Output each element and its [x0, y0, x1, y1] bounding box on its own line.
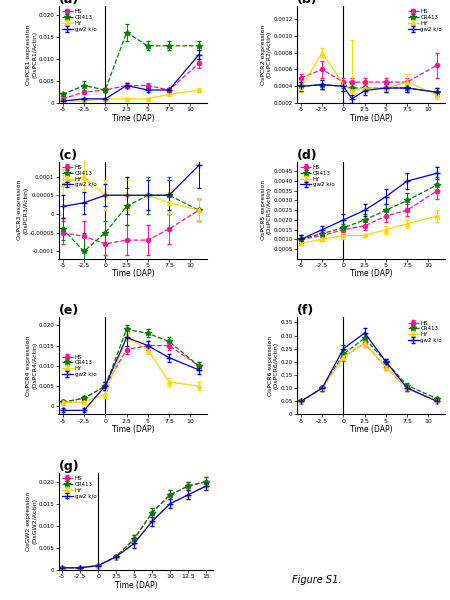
Y-axis label: OsGW2 expression
(OsGW2/Actin): OsGW2 expression (OsGW2/Actin): [27, 492, 37, 551]
Legend: HS, CR413, HY, gw2 k/o: HS, CR413, HY, gw2 k/o: [61, 354, 97, 377]
Text: Figure S1.: Figure S1.: [292, 575, 342, 585]
Y-axis label: OsPCR6 expression
(OsPCR6/Actin): OsPCR6 expression (OsPCR6/Actin): [268, 335, 279, 396]
Text: (e): (e): [58, 304, 79, 317]
Text: (b): (b): [297, 0, 317, 6]
Legend: HS, CR413, HY, gw2 k/o: HS, CR413, HY, gw2 k/o: [407, 320, 443, 344]
Legend: HS, CR413, HY, gw2 k/o: HS, CR413, HY, gw2 k/o: [407, 9, 443, 32]
Y-axis label: OsPCR2 expression
(OsPCR2/Actin): OsPCR2 expression (OsPCR2/Actin): [261, 25, 272, 85]
X-axis label: Time (DAP): Time (DAP): [115, 581, 157, 590]
Text: (f): (f): [297, 304, 314, 317]
Text: (g): (g): [58, 460, 79, 473]
Y-axis label: OsPCR4 expression
(OsPCR4/Actin): OsPCR4 expression (OsPCR4/Actin): [27, 335, 37, 396]
Text: (d): (d): [297, 149, 317, 161]
X-axis label: Time (DAP): Time (DAP): [350, 425, 392, 434]
Y-axis label: OsPCR1 expression
(OsPCR1/Actin): OsPCR1 expression (OsPCR1/Actin): [27, 25, 37, 85]
Legend: HS, CR413, HY, gw2 k/o: HS, CR413, HY, gw2 k/o: [61, 476, 97, 499]
Legend: HS, CR413, HY, gw2 k/o: HS, CR413, HY, gw2 k/o: [61, 164, 97, 188]
Y-axis label: OsPCR5 expression
(OsPCR5/Actin): OsPCR5 expression (OsPCR5/Actin): [261, 180, 272, 241]
X-axis label: Time (DAP): Time (DAP): [112, 114, 154, 123]
Text: (c): (c): [58, 149, 77, 161]
X-axis label: Time (DAP): Time (DAP): [350, 269, 392, 278]
X-axis label: Time (DAP): Time (DAP): [112, 269, 154, 278]
X-axis label: Time (DAP): Time (DAP): [350, 114, 392, 123]
Legend: HS, CR413, HY, gw2 k/o: HS, CR413, HY, gw2 k/o: [61, 9, 97, 32]
X-axis label: Time (DAP): Time (DAP): [112, 425, 154, 434]
Text: (a): (a): [58, 0, 79, 6]
Y-axis label: OsPCR3 expression
(OsPCR3/Actin): OsPCR3 expression (OsPCR3/Actin): [18, 180, 28, 241]
Legend: HS, CR413, HY, gw2 k/o: HS, CR413, HY, gw2 k/o: [299, 164, 335, 188]
